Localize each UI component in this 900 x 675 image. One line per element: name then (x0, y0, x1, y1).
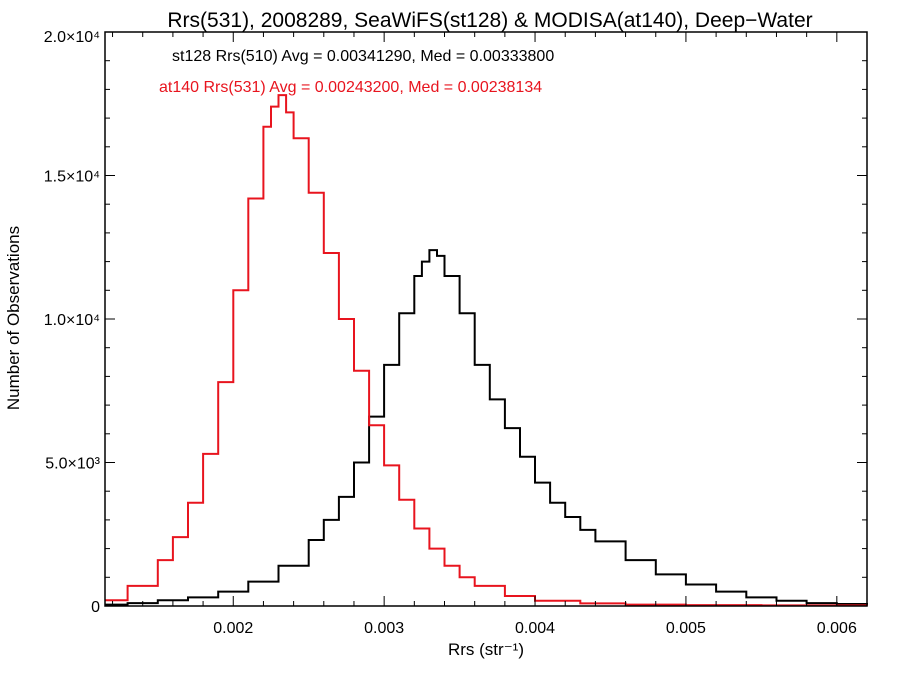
chart-title: Rrs(531), 2008289, SeaWiFS(st128) & MODI… (167, 9, 812, 32)
y-tick-label: 5.0×10³ (45, 456, 100, 473)
y-tick-label: 1.5×10⁴ (44, 169, 100, 186)
y-tick-label: 1.0×10⁴ (44, 312, 100, 329)
x-tick-label: 0.004 (515, 620, 555, 637)
x-tick-labels: 0.002 0.003 0.004 0.005 0.006 (213, 620, 857, 637)
series-line-0 (105, 249, 868, 606)
y-tick-label: 2.0×10⁴ (44, 29, 100, 46)
legend-entry-st128: st128 Rrs(510) Avg = 0.00341290, Med = 0… (172, 48, 554, 65)
y-tick-labels: 0 5.0×10³ 1.0×10⁴ 1.5×10⁴ 2.0×10⁴ (44, 29, 101, 616)
x-tick-label: 0.006 (817, 620, 857, 637)
x-axis-label: Rrs (str⁻¹) (448, 640, 524, 659)
x-tick-label: 0.003 (364, 620, 404, 637)
plot-frame (104, 31, 868, 607)
legend-entry-at140: at140 Rrs(531) Avg = 0.00243200, Med = 0… (159, 79, 542, 96)
x-tick-label: 0.002 (213, 620, 253, 637)
y-tick-label: 0 (91, 599, 100, 616)
y-axis-label: Number of Observations (4, 226, 23, 410)
x-tick-label: 0.005 (666, 620, 706, 637)
